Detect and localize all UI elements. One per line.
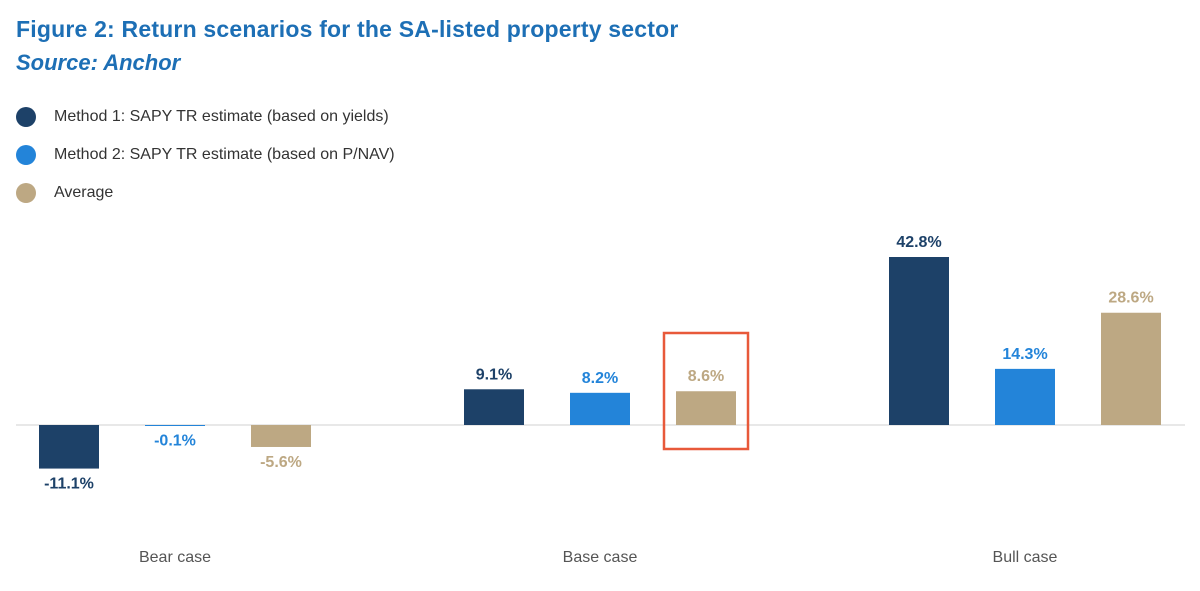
highlight-box xyxy=(662,331,750,451)
category-label-base: Base case xyxy=(563,549,638,566)
chart-title: Figure 2: Return scenarios for the SA-li… xyxy=(16,16,679,42)
bar-average-base xyxy=(676,391,736,425)
bar-method2-base xyxy=(570,392,630,425)
data-label-method1-base: 9.1% xyxy=(476,366,512,383)
legend-label-method2: Method 2: SAPY TR estimate (based on P/N… xyxy=(54,146,395,163)
data-label-method1-bull: 42.8% xyxy=(896,234,941,251)
legend-swatch-method1 xyxy=(16,107,36,127)
bar-average-bear xyxy=(251,425,311,447)
chart-subtitle: Source: Anchor xyxy=(16,50,181,75)
bar-method2-bear xyxy=(145,425,205,426)
legend-label-method1: Method 1: SAPY TR estimate (based on yie… xyxy=(54,108,389,125)
legend-item-method1: Method 1: SAPY TR estimate (based on yie… xyxy=(16,98,395,136)
data-label-method2-base: 8.2% xyxy=(582,370,618,387)
legend-swatch-method2 xyxy=(16,145,36,165)
chart-legend: Method 1: SAPY TR estimate (based on yie… xyxy=(16,98,395,212)
bar-average-bull xyxy=(1101,312,1161,425)
bar-method1-bull xyxy=(889,257,949,425)
category-label-bear: Bear case xyxy=(139,549,211,566)
data-label-average-base: 8.6% xyxy=(688,368,724,385)
data-label-average-bear: -5.6% xyxy=(260,454,302,471)
data-label-method2-bear: -0.1% xyxy=(154,432,196,449)
data-label-method1-bear: -11.1% xyxy=(44,476,94,493)
legend-item-method2: Method 2: SAPY TR estimate (based on P/N… xyxy=(16,136,395,174)
legend-label-average: Average xyxy=(54,184,114,201)
legend-item-average: Average xyxy=(16,174,395,212)
legend-swatch-average xyxy=(16,183,36,203)
data-label-average-bull: 28.6% xyxy=(1108,290,1153,307)
data-label-method2-bull: 14.3% xyxy=(1002,346,1047,363)
bar-method2-bull xyxy=(995,368,1055,425)
bar-method1-base xyxy=(464,389,524,425)
category-label-bull: Bull case xyxy=(993,549,1058,566)
bar-method1-bear xyxy=(39,425,99,469)
